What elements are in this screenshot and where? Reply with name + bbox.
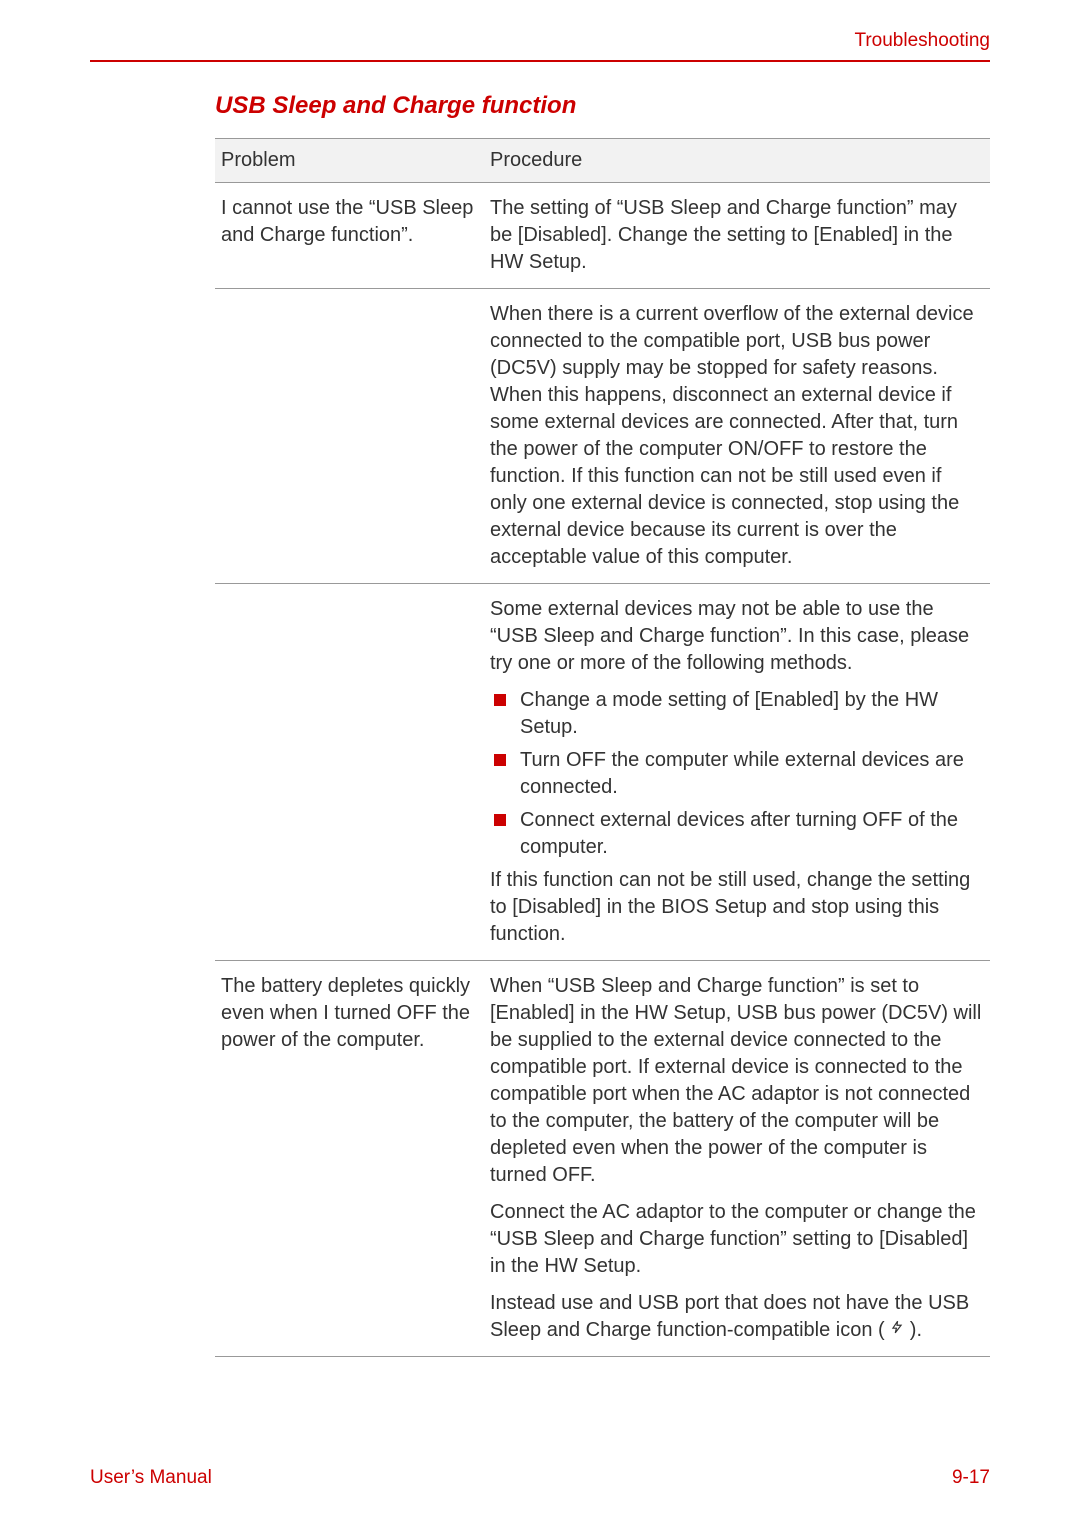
cell-problem: The battery depletes quickly even when I… bbox=[215, 961, 490, 1357]
lightning-icon bbox=[890, 1317, 904, 1344]
cell-procedure: When there is a current overflow of the … bbox=[490, 289, 990, 584]
cell-problem: I cannot use the “USB Sleep and Charge f… bbox=[215, 183, 490, 289]
col-header-problem: Problem bbox=[215, 139, 490, 183]
footer-left: User’s Manual bbox=[90, 1467, 212, 1489]
cell-procedure: Some external devices may not be able to… bbox=[490, 584, 990, 961]
list-item: Change a mode setting of [Enabled] by th… bbox=[490, 687, 982, 741]
table-header-row: Problem Procedure bbox=[215, 139, 990, 183]
col-header-procedure: Procedure bbox=[490, 139, 990, 183]
breadcrumb: Troubleshooting bbox=[854, 30, 990, 51]
cell-problem-empty bbox=[215, 584, 490, 961]
page-footer: User’s Manual 9-17 bbox=[90, 1467, 990, 1489]
content-area: USB Sleep and Charge function Problem Pr… bbox=[215, 92, 990, 1357]
table-row: The battery depletes quickly even when I… bbox=[215, 961, 990, 1357]
page-header: Troubleshooting bbox=[90, 30, 990, 62]
procedure-para: Connect the AC adaptor to the computer o… bbox=[490, 1199, 982, 1280]
table-row: I cannot use the “USB Sleep and Charge f… bbox=[215, 183, 990, 289]
table-row: When there is a current overflow of the … bbox=[215, 289, 990, 584]
troubleshooting-table: Problem Procedure I cannot use the “USB … bbox=[215, 138, 990, 1357]
procedure-text: ). bbox=[904, 1319, 922, 1341]
procedure-intro: Some external devices may not be able to… bbox=[490, 596, 982, 677]
procedure-para: When “USB Sleep and Charge function” is … bbox=[490, 973, 982, 1189]
procedure-outro: If this function can not be still used, … bbox=[490, 867, 982, 948]
procedure-para: Instead use and USB port that does not h… bbox=[490, 1290, 982, 1344]
section-title: USB Sleep and Charge function bbox=[215, 92, 990, 120]
procedure-bullet-list: Change a mode setting of [Enabled] by th… bbox=[490, 687, 982, 861]
list-item: Turn OFF the computer while external dev… bbox=[490, 747, 982, 801]
cell-problem-empty bbox=[215, 289, 490, 584]
table-row: Some external devices may not be able to… bbox=[215, 584, 990, 961]
cell-procedure: When “USB Sleep and Charge function” is … bbox=[490, 961, 990, 1357]
cell-procedure: The setting of “USB Sleep and Charge fun… bbox=[490, 183, 990, 289]
footer-right: 9-17 bbox=[952, 1467, 990, 1489]
list-item: Connect external devices after turning O… bbox=[490, 807, 982, 861]
